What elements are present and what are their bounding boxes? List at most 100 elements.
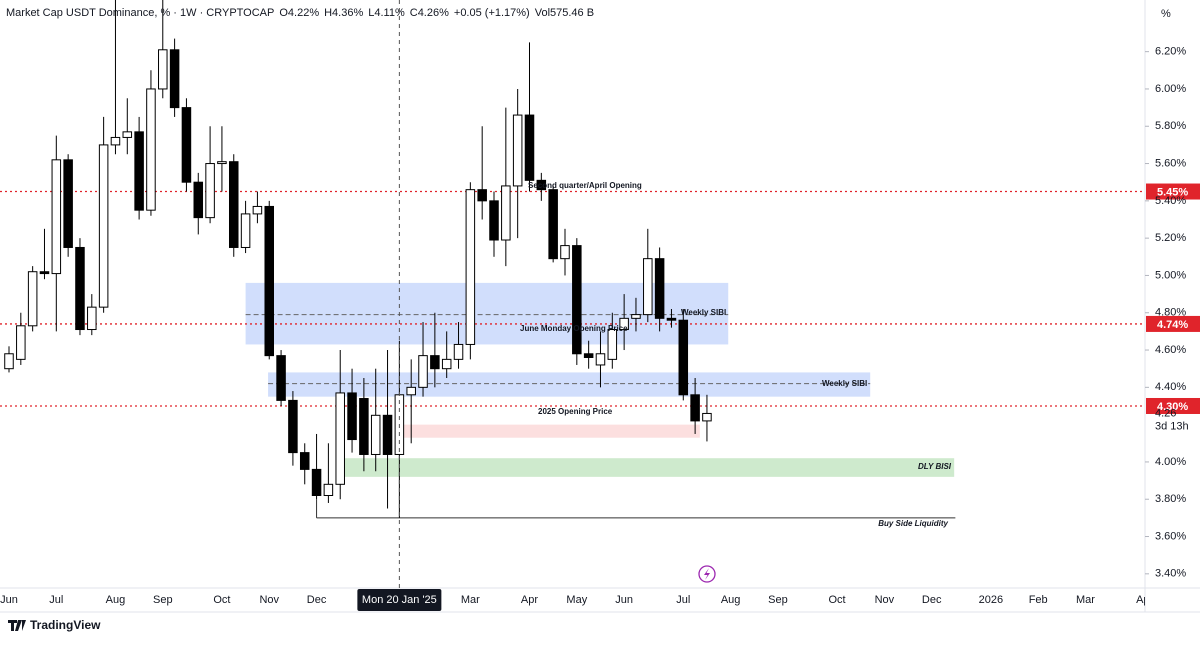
candle-body-up [631, 314, 641, 319]
candle-body-up [560, 245, 570, 260]
candle-body-up [643, 258, 653, 316]
candle-body-down [690, 394, 700, 422]
price-line-label: 4.30% [1157, 401, 1188, 413]
legend-low: L4.11% [368, 7, 405, 19]
candle-body-up [240, 213, 251, 248]
candle-body-up [205, 163, 215, 219]
candle-body-down [75, 246, 85, 331]
candle-body-down [524, 114, 535, 181]
candle-body-up [158, 49, 168, 90]
candle-body-up [619, 317, 629, 331]
candle-body-down [477, 189, 487, 202]
x-tick-label: 2026 [979, 594, 1003, 606]
footer-brand: TradingView [30, 618, 101, 632]
candle-body-up [217, 161, 227, 165]
candle-body-up [323, 483, 334, 497]
event-icon[interactable] [698, 565, 716, 583]
y-tick-label: 5.20% [1155, 232, 1186, 244]
candle-body-down [654, 258, 665, 319]
candle-body-down [572, 245, 582, 355]
candle-body-up [441, 358, 452, 370]
candle-body-up [453, 343, 464, 360]
x-tick-label: Oct [829, 594, 846, 606]
plot-area [0, 0, 1145, 519]
annotation: 2025 Opening Price [538, 407, 613, 416]
legend-close: C4.26% [410, 7, 449, 19]
tradingview-logo: TradingView [8, 618, 101, 632]
x-tick-label: Jul [676, 594, 690, 606]
candle-body-down [63, 159, 73, 248]
logo-mark [8, 620, 26, 631]
y-tick-label: 5.40% [1155, 195, 1186, 207]
x-tick-label: Dec [307, 594, 327, 606]
candle-body-down [666, 317, 677, 321]
candle-body-up [370, 414, 381, 455]
candle-body-down [347, 392, 357, 441]
candle-body-down [430, 355, 440, 370]
candle-body-down [359, 398, 369, 455]
candle-body-up [110, 136, 121, 146]
axis-unit: % [1161, 8, 1171, 20]
chart-title: Market Cap USDT Dominance, % · 1W · CRYP… [6, 7, 274, 19]
y-tick-label: 6.20% [1155, 46, 1186, 58]
candle-body-up [146, 88, 156, 211]
x-tick-label: Jun [615, 594, 633, 606]
x-tick-label: Mar [461, 594, 480, 606]
candle-body-down [382, 414, 393, 455]
candle-body-down [489, 200, 499, 241]
y-tick-label: 5.60% [1155, 157, 1186, 169]
countdown-label: 3d 13h [1155, 420, 1189, 432]
candle-body-down [193, 181, 204, 219]
zone [268, 372, 871, 397]
event-icon-bolt [704, 568, 710, 580]
y-tick-label: 4.80% [1155, 307, 1186, 319]
annotation: Buy Side Liquidity [878, 519, 948, 528]
x-tick-label: Oct [213, 594, 230, 606]
y-tick-label: 5.80% [1155, 120, 1186, 132]
legend-open: O4.22% [279, 7, 319, 19]
x-tick-label: Mar [1076, 594, 1095, 606]
annotation: Second quarter/April Opening [528, 181, 642, 190]
x-tick-label: Sep [153, 594, 173, 606]
y-tick-label: 5.00% [1155, 269, 1186, 281]
candle-body-up [418, 355, 428, 388]
candle-body-down [311, 468, 322, 497]
x-tick-label: Nov [259, 594, 279, 606]
price-line-badge [1146, 397, 1200, 414]
candle-body-up [465, 189, 476, 345]
candle-body-up [27, 271, 38, 327]
legend-high: H4.36% [324, 7, 363, 19]
candle-body-down [134, 131, 144, 211]
candle-body-down [228, 161, 239, 248]
candle-body-down [288, 399, 298, 454]
last-price-label: 4.26 [1155, 407, 1176, 419]
y-tick-label: 6.00% [1155, 83, 1186, 95]
candle-body-up [98, 144, 109, 308]
annotation: DLY BISI [918, 462, 952, 471]
price-line-badge [1146, 315, 1200, 332]
y-tick-label: 4.60% [1155, 344, 1186, 356]
crosshair-label: Mon 20 Jan '25 [362, 594, 437, 606]
x-tick-label: May [566, 594, 587, 606]
candle-body-up [122, 131, 133, 138]
x-tick-label: Nov [875, 594, 895, 606]
candle-body-up [87, 306, 97, 331]
y-tick-label: 3.40% [1155, 568, 1186, 580]
x-tick-label: Aug [721, 594, 741, 606]
x-tick-label: Aug [106, 594, 126, 606]
candle-body-down [181, 107, 192, 183]
candle-body-down [39, 271, 50, 275]
x-tick-label: Apr [1136, 594, 1153, 606]
annotation: Weekly SIBI [822, 379, 867, 388]
legend-change: +0.05 (+1.17%) [454, 7, 530, 19]
x-tick-label: Feb [1029, 594, 1048, 606]
candle-body-down [299, 452, 310, 470]
candle-body-up [51, 159, 62, 275]
header: Market Cap USDT Dominance, % · 1W · CRYP… [6, 7, 594, 19]
legend-volume: Vol575.46 B [535, 7, 594, 19]
y-tick-label: 4.00% [1155, 456, 1186, 468]
candle-body-down [678, 319, 689, 396]
annotation: Weekly SIBI [681, 308, 726, 317]
